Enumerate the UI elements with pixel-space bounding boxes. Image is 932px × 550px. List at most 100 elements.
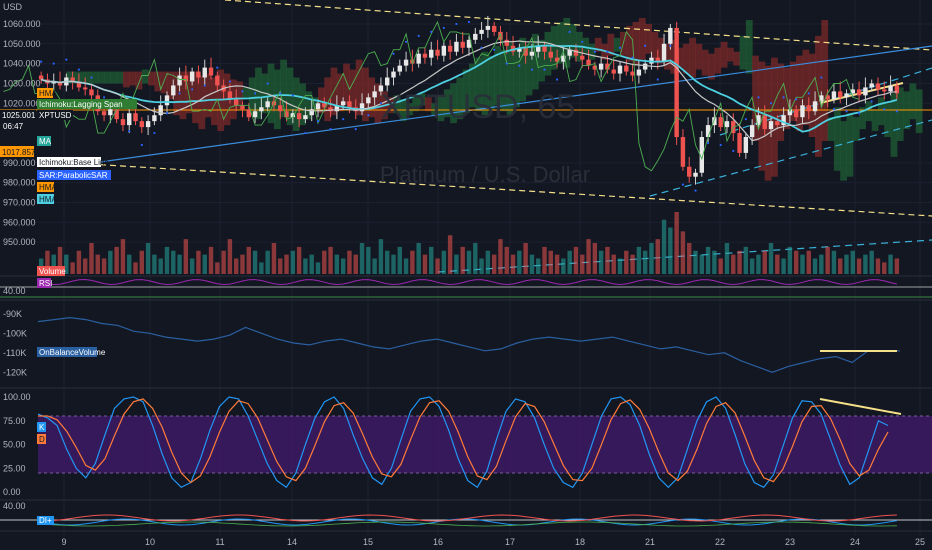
lower-trendline [89,163,932,217]
cloud-segment [550,25,558,70]
volume-bar [353,254,358,274]
cloud-segment [720,41,728,68]
lagging-span-tag-bg [37,99,137,109]
volume-bar [611,254,616,274]
stoch-d-line [38,398,889,484]
sar-dot [442,26,445,30]
candle-body [768,121,774,130]
obv-tick-label: -120K [3,367,27,377]
sar-dot [807,92,810,95]
stochastic-pane[interactable] [37,396,932,489]
cloud-segment [657,37,665,64]
cloud-segment [852,117,860,141]
candle-body [655,57,660,62]
volume-bar [756,254,761,274]
cloud-segment [437,95,445,122]
cloud-segment [821,19,829,141]
cloud-segment [236,81,243,110]
volume-bar [322,250,327,274]
hma1-tag: HMA [39,183,57,192]
candle-body [863,87,868,96]
cloud-segment [305,91,313,120]
volume-bar [731,254,736,274]
volume-bar [812,258,818,274]
cloud-segment [66,71,74,84]
dmi-pane[interactable] [0,514,932,527]
candle-body [674,27,679,138]
rsi-axis: 40.00 [3,286,26,296]
price-pane[interactable] [0,0,932,274]
sar-dot [744,118,747,121]
volume-bar [208,246,214,274]
k-tag: K [39,423,45,432]
currency-label: USD [3,2,23,12]
cloud-segment [582,37,590,54]
candle-body [856,89,862,96]
candle-body [208,67,214,76]
sar-dot [644,44,647,47]
volume-bar [51,254,56,274]
cloud-segment [148,71,155,86]
sar-dot [40,60,43,63]
candlesticks [38,16,900,185]
candle-body [819,95,824,102]
sar-dot [706,141,710,145]
volume-bar [523,243,528,274]
candle-body [265,101,270,108]
sar-dot [455,22,458,26]
volume-bar [303,258,308,274]
volume-bar [378,239,384,274]
volume-bar [498,239,503,274]
candle-body [838,91,843,98]
price-axis[interactable]: 1060.000 1050.000 1040.000 1030.000 1020.000… [3,19,41,247]
cloud-segment [494,45,501,106]
symbol-tag: XPTUSD [39,111,72,120]
candle-body [580,55,585,60]
cloud-segment [267,63,275,124]
candle-body [233,99,239,106]
di-plus-line [41,518,897,526]
cloud-segment [280,59,288,118]
candle-body [158,105,163,116]
cloud-segment [802,49,810,126]
sar-dot [681,183,685,186]
date-axis[interactable]: 9 10 11 14 15 16 17 18 21 22 23 24 25 [61,537,925,547]
volume-bar [422,254,428,274]
candle-body [164,95,170,106]
sar-dot [153,131,156,135]
candle-body [322,103,327,108]
volume-bar [82,258,88,274]
volume-bar [133,262,138,274]
cloud-segment [538,39,546,82]
cloud-segment [412,97,420,112]
cloud-segment [343,63,350,106]
cloud-segment [544,31,552,76]
obv-pane[interactable] [37,316,900,373]
volume-bar [838,258,843,274]
candle-body [661,43,667,62]
cloud-segment [387,97,394,114]
price-tick-label: 970.000 [3,197,36,207]
cloud-segment [110,71,118,84]
volume-bar [334,254,340,274]
volume-bar [491,254,497,274]
sar-dot [128,129,131,133]
cloud-segment [815,35,822,157]
rsi-pane[interactable] [0,278,932,298]
volume-bar [831,250,837,274]
volume-bar [712,250,717,274]
di-minus-line [41,514,897,522]
sar-dot [90,76,93,79]
watermark-symbol: XPTUSD, 65 [381,88,576,126]
cloud-segment [462,69,470,114]
di-tag: DI+ [39,516,52,525]
candle-body [372,91,377,98]
sar-dot [291,94,294,97]
volume-bar [592,243,598,274]
volume-bar [171,250,176,274]
lagging-span-tag: Ichimoku:Lagging Span [39,100,123,109]
sar-dot [392,52,395,55]
cloud-segment [651,31,659,60]
candle-body [460,41,465,48]
